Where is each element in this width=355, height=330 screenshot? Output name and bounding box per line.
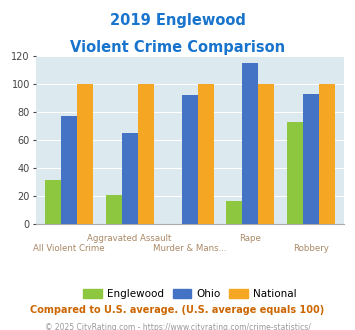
Bar	[138, 84, 153, 224]
Text: 2019 Englewood: 2019 Englewood	[110, 13, 245, 28]
Bar	[77, 84, 93, 224]
Bar	[242, 63, 258, 224]
Bar	[287, 122, 302, 224]
Bar	[61, 116, 77, 224]
Text: Rape: Rape	[239, 234, 261, 243]
Text: Violent Crime Comparison: Violent Crime Comparison	[70, 40, 285, 54]
Text: Aggravated Assault: Aggravated Assault	[87, 234, 172, 243]
Bar	[182, 95, 198, 224]
Bar	[319, 84, 335, 224]
Bar	[106, 195, 121, 224]
Text: Murder & Mans...: Murder & Mans...	[153, 244, 227, 253]
Text: All Violent Crime: All Violent Crime	[33, 244, 105, 253]
Text: Compared to U.S. average. (U.S. average equals 100): Compared to U.S. average. (U.S. average …	[31, 305, 324, 315]
Bar	[226, 201, 242, 224]
Bar	[121, 133, 137, 224]
Text: Robbery: Robbery	[293, 244, 329, 253]
Bar	[302, 94, 319, 224]
Legend: Englewood, Ohio, National: Englewood, Ohio, National	[79, 285, 301, 303]
Bar	[198, 84, 214, 224]
Bar	[45, 180, 61, 224]
Bar	[258, 84, 274, 224]
Text: © 2025 CityRating.com - https://www.cityrating.com/crime-statistics/: © 2025 CityRating.com - https://www.city…	[45, 323, 310, 330]
